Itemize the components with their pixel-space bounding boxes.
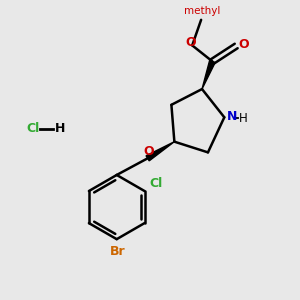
Text: N: N	[227, 110, 238, 123]
Text: Cl: Cl	[150, 177, 163, 190]
Polygon shape	[146, 142, 174, 161]
Text: Cl: Cl	[27, 122, 40, 135]
Text: O: O	[238, 38, 249, 51]
Polygon shape	[202, 60, 215, 89]
Text: Br: Br	[110, 245, 126, 258]
Text: H: H	[55, 122, 65, 135]
Text: H: H	[238, 112, 247, 125]
Text: O: O	[185, 36, 196, 49]
Text: methyl: methyl	[184, 6, 220, 16]
Text: O: O	[143, 145, 154, 158]
